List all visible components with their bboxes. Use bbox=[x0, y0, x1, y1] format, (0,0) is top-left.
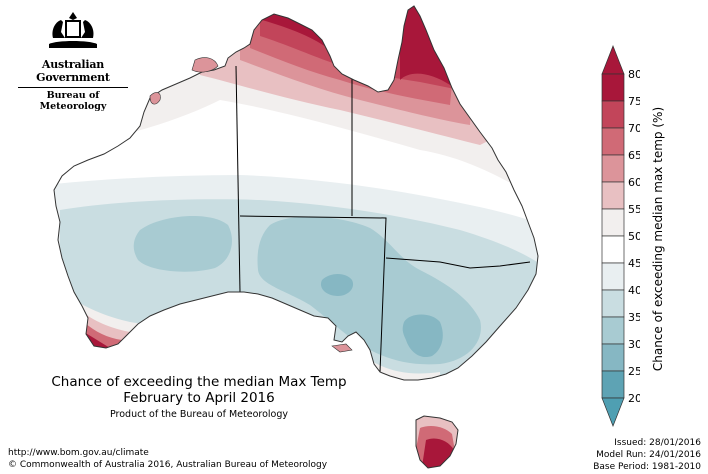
model-run-date: Model Run: 24/01/2016 bbox=[596, 450, 701, 460]
legend-tick-label: 65 bbox=[628, 149, 640, 162]
footer-right: Issued: 28/01/2016 Model Run: 24/01/2016… bbox=[593, 437, 701, 473]
title-credit: Product of the Bureau of Meteorology bbox=[109, 409, 289, 420]
issued-date: Issued: 28/01/2016 bbox=[614, 438, 701, 448]
legend-swatch bbox=[601, 343, 625, 372]
footer-url[interactable]: http://www.bom.gov.au/climate bbox=[8, 448, 149, 458]
legend-swatch bbox=[601, 289, 625, 318]
legend-tick-label: 50 bbox=[628, 230, 640, 243]
forecast-map bbox=[53, 5, 539, 469]
legend-arrow-high bbox=[601, 45, 625, 75]
org-name-line1: Australian Government bbox=[36, 58, 110, 84]
band-30-35-central bbox=[320, 274, 354, 296]
legend-tick-label: 25 bbox=[628, 365, 640, 378]
map-title: Chance of exceeding the median Max Temp … bbox=[40, 374, 358, 420]
legend-tick-label: 20 bbox=[628, 392, 640, 405]
legend-swatch bbox=[601, 208, 625, 237]
tasmania bbox=[416, 416, 458, 468]
org-name-line2: Bureau of Meteorology bbox=[18, 87, 128, 112]
band-30-35-southeast bbox=[402, 314, 443, 358]
color-legend: 80 75 70 65 60 55 50 45 40 35 30 25 20 bbox=[601, 45, 640, 427]
nw-coast-patch bbox=[149, 92, 161, 105]
footer-left: http://www.bom.gov.au/climate © Commonwe… bbox=[8, 447, 327, 471]
legend-title: Chance of exceeding median max temp (%) bbox=[648, 74, 668, 404]
legend-swatch bbox=[601, 100, 625, 129]
title-line1: Chance of exceeding the median Max Temp bbox=[51, 374, 347, 390]
legend-swatch bbox=[601, 181, 625, 210]
legend-swatch bbox=[601, 73, 625, 102]
kimberley-patch bbox=[191, 57, 219, 73]
title-line2: February to April 2016 bbox=[123, 390, 275, 406]
legend-swatch bbox=[601, 127, 625, 156]
kangaroo-island bbox=[331, 343, 353, 353]
legend-swatch bbox=[601, 262, 625, 291]
mainland-outline bbox=[53, 5, 539, 381]
state-borders bbox=[235, 65, 531, 373]
legend-swatch bbox=[601, 235, 625, 264]
legend-tick-label: 55 bbox=[628, 203, 640, 216]
legend-title-text: Chance of exceeding median max temp (%) bbox=[651, 106, 665, 372]
government-logo: Australian Government Bureau of Meteorol… bbox=[14, 8, 132, 112]
legend-tick-label: 70 bbox=[628, 122, 640, 135]
legend-arrow-low bbox=[601, 397, 625, 427]
legend-tick-label: 45 bbox=[628, 257, 640, 270]
legend-tick-label: 30 bbox=[628, 338, 640, 351]
legend-tick-label: 75 bbox=[628, 95, 640, 108]
tasmania-outline bbox=[415, 415, 459, 469]
footer-copyright: © Commonwealth of Australia 2016, Austra… bbox=[8, 460, 328, 470]
band-35-40-west bbox=[133, 215, 232, 272]
coat-of-arms-icon bbox=[49, 12, 97, 48]
legend-swatch bbox=[601, 154, 625, 183]
legend-tick-label: 40 bbox=[628, 284, 640, 297]
legend-tick-label: 80 bbox=[628, 68, 640, 81]
legend-swatch bbox=[601, 370, 625, 399]
legend-tick-label: 60 bbox=[628, 176, 640, 189]
legend-swatch bbox=[601, 316, 625, 345]
legend-tick-label: 35 bbox=[628, 311, 640, 324]
base-period: Base Period: 1981-2010 bbox=[593, 462, 701, 472]
